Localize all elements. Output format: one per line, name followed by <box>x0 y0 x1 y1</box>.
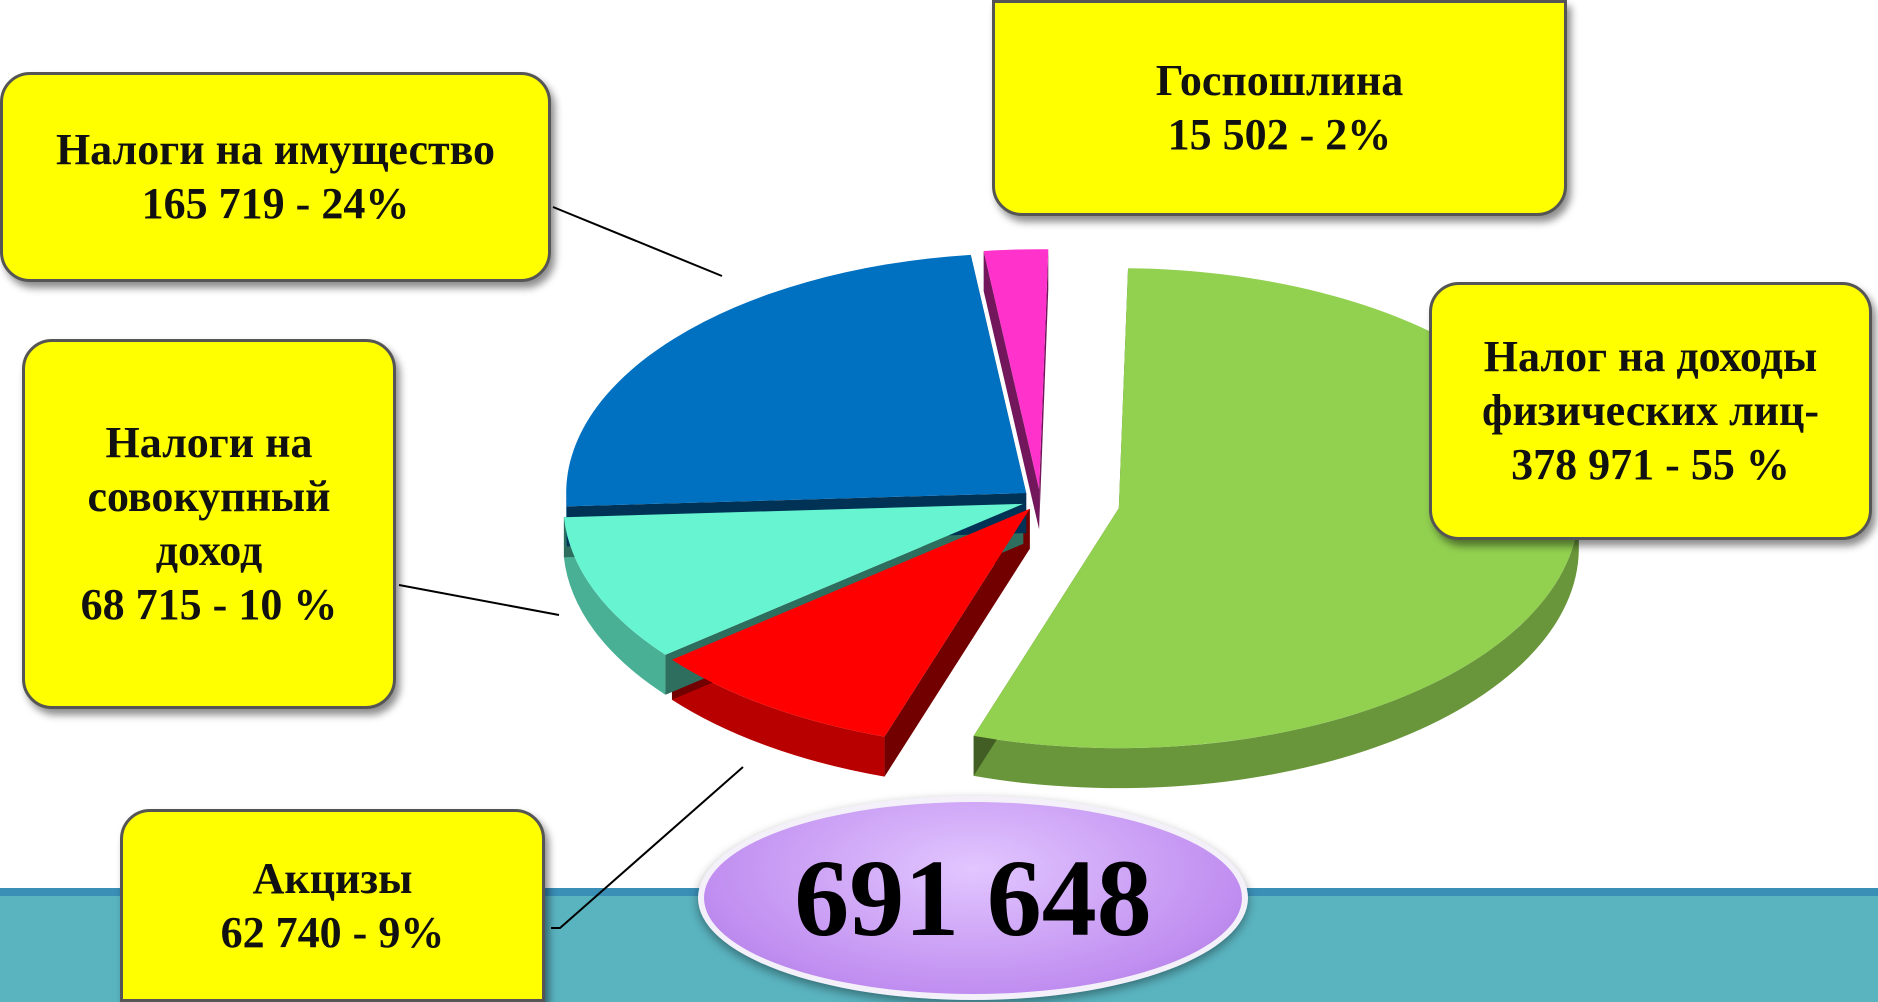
value-label: 68 715 - 10 % <box>80 580 338 629</box>
label-box: Налоги на имущество 165 719 - 24% <box>0 72 551 282</box>
label-box: Налоги на совокупный доход 68 715 - 10 % <box>22 339 396 709</box>
pie <box>563 249 1579 789</box>
slice <box>671 508 1030 737</box>
leader-line <box>551 766 744 929</box>
slice-side <box>671 659 885 777</box>
leader-line <box>398 584 560 616</box>
slice <box>983 249 1049 490</box>
category-label: Акцизы <box>252 853 413 903</box>
label-box: Акцизы 62 740 - 9% <box>120 809 545 1002</box>
category-label: Госпошлина <box>1155 56 1404 105</box>
slice-cut <box>1039 249 1049 530</box>
value-label: 378 971 - 55 % <box>1511 440 1790 489</box>
value-label: 62 740 - 9% <box>220 907 445 957</box>
slice <box>566 254 1027 507</box>
category-label: Налоги на совокупный доход <box>87 418 331 575</box>
label-box: Госпошлина 15 502 - 2% <box>992 0 1567 216</box>
slice-cut <box>983 250 1040 530</box>
slice <box>973 268 1579 749</box>
category-label: Налоги на имущество <box>55 125 496 174</box>
slice <box>563 503 1024 655</box>
label-box: Налог на доходы физических лиц- 378 971 -… <box>1429 282 1872 540</box>
slice-side <box>973 508 1579 789</box>
leader-line <box>552 206 723 277</box>
value-label: 165 719 - 24% <box>141 179 410 228</box>
total-label: 691 648 <box>698 796 1248 1000</box>
slice-side <box>563 517 666 695</box>
slice-cut <box>884 508 1030 777</box>
value-label: 15 502 - 2% <box>1167 110 1392 159</box>
category-label: Налог на доходы физических лиц- <box>1482 332 1819 435</box>
